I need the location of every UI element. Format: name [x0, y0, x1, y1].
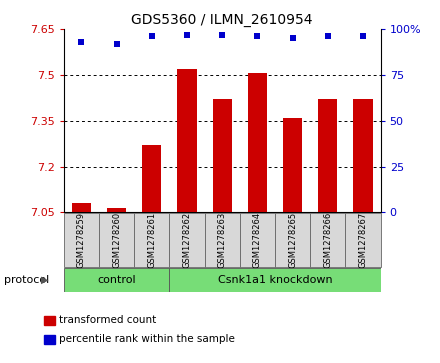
Point	[254, 33, 261, 39]
Text: Csnk1a1 knockdown: Csnk1a1 knockdown	[218, 275, 332, 285]
Point	[148, 33, 155, 39]
Bar	[64, 213, 99, 267]
Point	[289, 35, 296, 41]
Text: protocol: protocol	[4, 275, 50, 285]
Bar	[318, 99, 337, 212]
Text: transformed count: transformed count	[59, 315, 157, 325]
Bar	[169, 268, 381, 292]
Point	[219, 32, 226, 37]
Text: GSM1278263: GSM1278263	[218, 212, 227, 268]
Bar	[205, 213, 240, 267]
Bar	[169, 213, 205, 267]
Text: GSM1278261: GSM1278261	[147, 212, 156, 268]
Title: GDS5360 / ILMN_2610954: GDS5360 / ILMN_2610954	[132, 13, 313, 26]
Bar	[134, 213, 169, 267]
Bar	[310, 213, 345, 267]
Bar	[275, 213, 310, 267]
Text: GSM1278266: GSM1278266	[323, 212, 332, 268]
Text: GSM1278259: GSM1278259	[77, 212, 86, 268]
Point	[183, 32, 191, 37]
Bar	[353, 99, 373, 212]
Point	[324, 33, 331, 39]
Point	[113, 41, 120, 46]
Text: GSM1278264: GSM1278264	[253, 212, 262, 268]
Text: GSM1278267: GSM1278267	[359, 212, 367, 268]
Bar	[283, 118, 302, 212]
Bar	[99, 213, 134, 267]
Text: percentile rank within the sample: percentile rank within the sample	[59, 334, 235, 344]
Bar	[345, 213, 381, 267]
Bar	[213, 99, 232, 212]
Bar	[240, 213, 275, 267]
Bar	[72, 203, 91, 212]
Point	[359, 33, 367, 39]
Bar	[64, 268, 169, 292]
Bar	[177, 69, 197, 212]
Bar	[142, 145, 161, 212]
Bar	[107, 208, 126, 212]
Point	[78, 39, 85, 45]
Text: control: control	[97, 275, 136, 285]
Text: GSM1278265: GSM1278265	[288, 212, 297, 268]
Text: GSM1278260: GSM1278260	[112, 212, 121, 268]
Bar	[248, 73, 267, 212]
Text: ▶: ▶	[41, 275, 49, 285]
Text: GSM1278262: GSM1278262	[183, 212, 191, 268]
